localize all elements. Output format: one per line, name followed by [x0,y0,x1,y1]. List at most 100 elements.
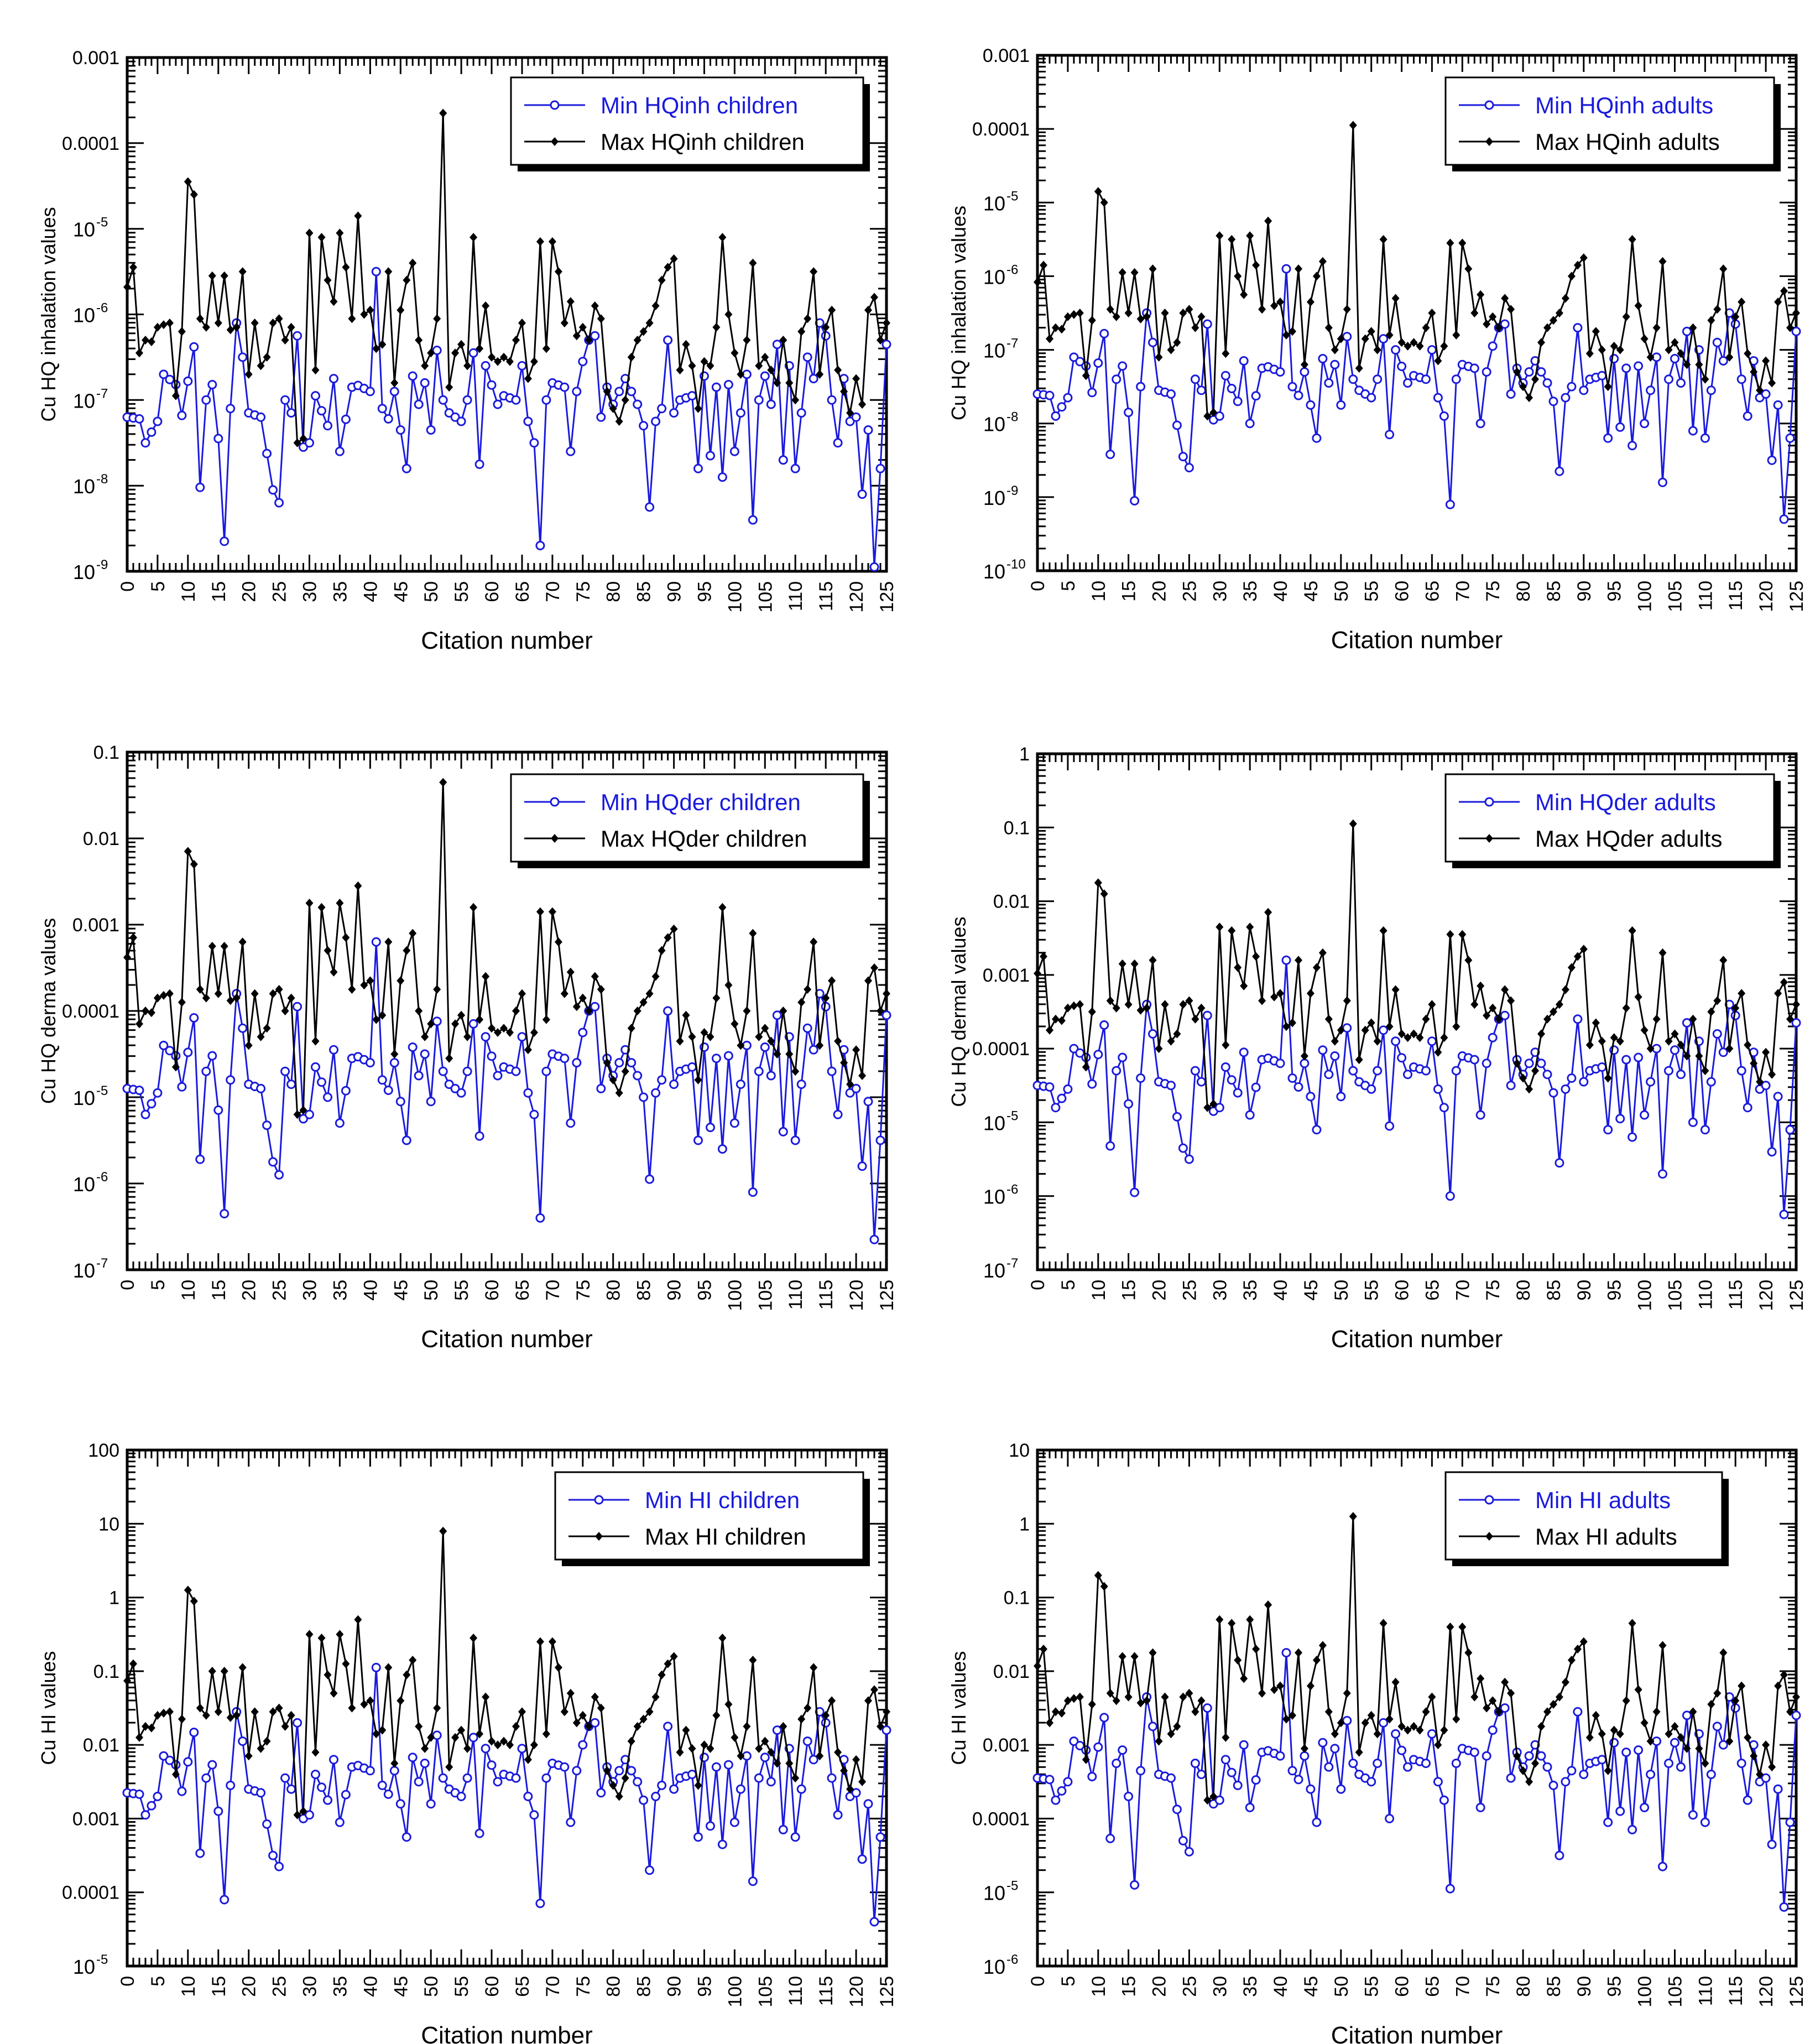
data-point [397,305,405,315]
data-point [1112,374,1122,384]
data-point [1093,1742,1103,1752]
data-point [1634,1745,1644,1755]
data-point [1202,319,1212,329]
data-point [840,1058,848,1067]
x-tick-label: 65 [1422,1976,1443,1997]
data-point [711,382,721,392]
data-point [1677,1040,1685,1050]
data-point [1076,1692,1084,1702]
data-point [438,1773,448,1783]
data-point [810,1663,818,1672]
data-point [1712,1722,1722,1732]
data-point [657,1780,667,1790]
data-point [1214,411,1224,421]
data-point [603,1766,611,1775]
data-point [833,1109,843,1119]
data-point [476,1729,484,1739]
data-point [827,1773,837,1783]
data-point [1762,356,1770,366]
data-point [883,319,890,327]
data-point [1312,272,1321,281]
data-point [1046,334,1053,343]
data-point [1706,1077,1716,1087]
x-tick-label: 65 [1422,581,1443,602]
data-point [500,352,508,362]
data-point [474,460,484,469]
y-tick-exponent: -5 [1006,1108,1018,1123]
data-point [724,310,733,319]
data-point [1682,1711,1692,1720]
data-point [336,1630,344,1639]
data-point [159,320,168,330]
data-point [183,376,193,386]
data-point [439,778,447,787]
data-point [687,1770,697,1779]
data-point [1240,1674,1248,1683]
data-point [1550,1699,1557,1709]
data-point [1216,922,1224,932]
data-point [244,369,253,379]
data-point [1337,334,1345,343]
data-point [500,1024,508,1033]
x-tick-label: 10 [178,1976,199,1997]
data-point [408,1753,418,1763]
data-point [1312,1125,1322,1135]
data-point [687,391,697,401]
data-point [1337,1718,1345,1728]
x-axis-title: Citation number [1331,1326,1503,1353]
data-point [1040,260,1047,270]
data-point [1646,1737,1655,1746]
data-point [711,1762,721,1772]
legend-marker [550,100,560,110]
data-point [663,1722,673,1732]
data-point [165,1046,175,1056]
data-point [1385,1813,1395,1823]
data-point [433,985,441,994]
data-point [1446,930,1454,939]
data-point [341,414,351,424]
data-point [1258,305,1266,314]
data-point [627,387,637,397]
y-tick-exponent: -5 [96,1952,108,1967]
data-point [1743,1103,1752,1113]
data-point [615,1088,623,1098]
y-tick-label: 10 [98,1514,119,1535]
data-point [1051,411,1061,421]
data-point [767,366,775,375]
data-point [1701,1759,1709,1768]
data-point [706,361,714,371]
data-point [323,421,332,431]
data-point [1762,1047,1770,1057]
data-point [572,387,582,397]
data-point [1379,926,1388,935]
data-point [718,233,727,242]
data-point [743,1007,751,1015]
data-point [1670,1045,1679,1055]
data-point [858,1777,867,1786]
data-point [190,859,198,869]
data-point [1646,1770,1656,1779]
series-min [122,267,891,572]
data-point [1179,1000,1187,1009]
data-point [1184,1847,1194,1857]
data-point [153,1088,163,1098]
data-point [578,993,587,1003]
data-point [372,344,380,353]
data-point [541,395,551,405]
data-point [409,1655,417,1665]
data-point [1469,1748,1479,1757]
data-point [207,1051,217,1061]
data-point [1555,309,1563,317]
data-point [1397,362,1407,371]
data-point [134,1789,144,1799]
data-point [1421,1759,1431,1768]
data-point [1112,1759,1122,1768]
data-point [468,1019,478,1029]
data-point [1191,1707,1199,1717]
data-point [670,924,678,934]
data-point [1178,1143,1188,1153]
data-point [1410,338,1418,347]
data-point [220,942,228,951]
